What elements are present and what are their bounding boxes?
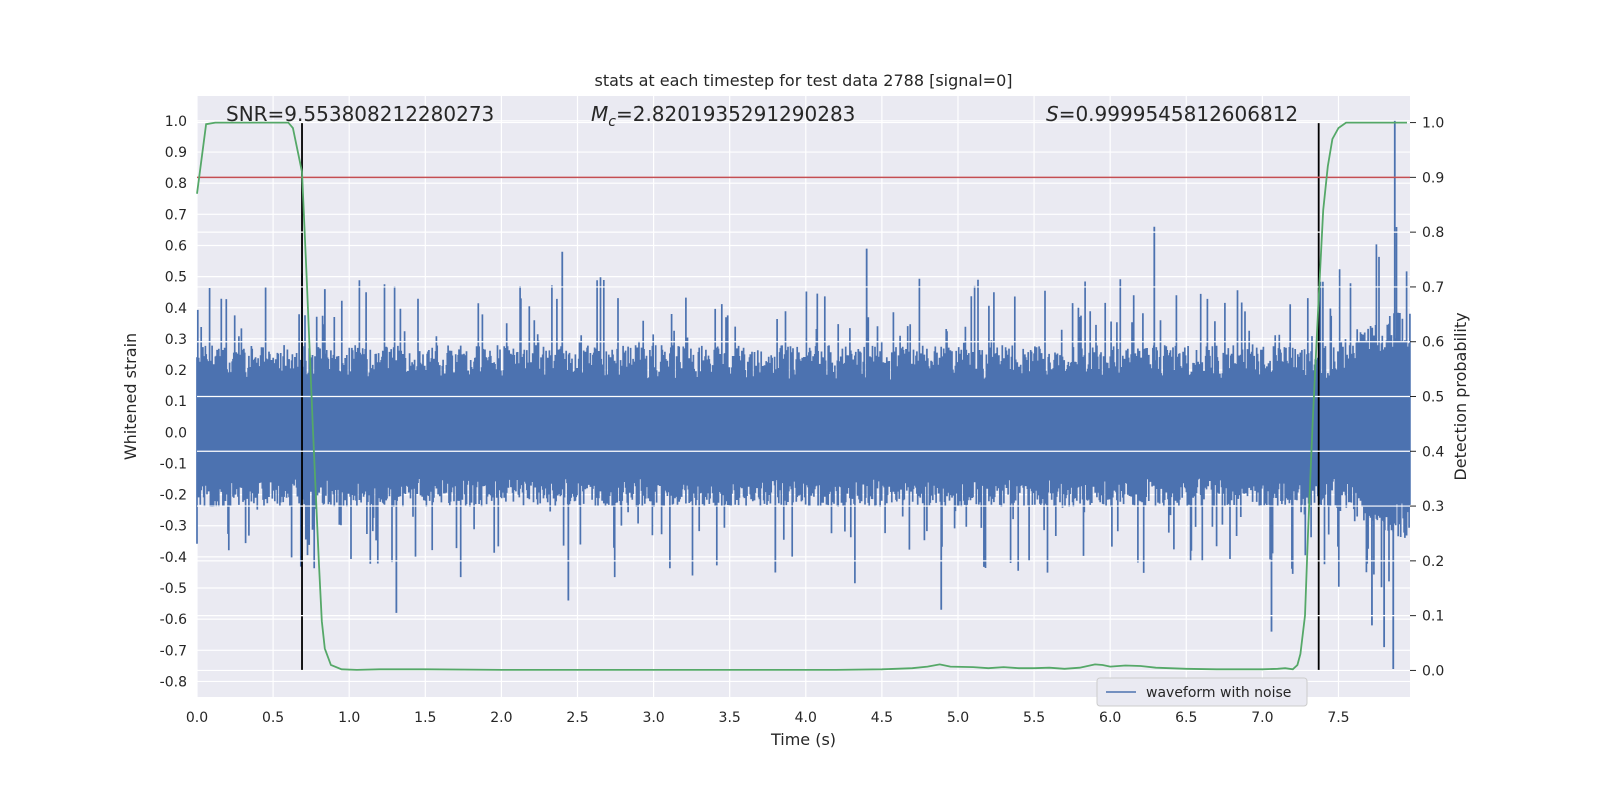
- x-tick-label: 4.0: [795, 710, 817, 726]
- detection-stat-symbol: S: [1046, 102, 1059, 126]
- y2-tick-label: 0.8: [1422, 225, 1444, 241]
- chirp-mass-subscript: c: [608, 114, 616, 130]
- detection-stat-annotation: S=0.9999545812606812: [1046, 102, 1298, 126]
- chirp-mass-symbol: M: [591, 102, 608, 126]
- y2-tick-label: 0.5: [1422, 390, 1444, 406]
- y2-tick-label: 0.9: [1422, 170, 1444, 186]
- x-tick-label: 0.0: [186, 710, 208, 726]
- threshold-line-group: [197, 121, 1410, 672]
- snr-annotation: SNR=9.553808212280273: [226, 102, 494, 126]
- y-tick-label: -0.8: [160, 674, 187, 690]
- y-tick-label: 0.9: [165, 145, 187, 161]
- x-tick-labels: 0.0 0.5 1.0 1.5 2.0 2.5 3.0 3.5 4.0 4.5 5.0 5.5 6.0 6…: [186, 710, 1350, 726]
- y-tick-label: 0.6: [165, 238, 187, 254]
- x-tick-label: 1.0: [338, 710, 360, 726]
- x-tick-label: 3.5: [719, 710, 741, 726]
- x-tick-label: 4.5: [871, 710, 893, 726]
- y-tick-label: -0.3: [160, 519, 187, 535]
- y-tick-label: -0.2: [160, 488, 187, 504]
- chirp-mass-annotation: Mc=2.8201935291290283: [591, 102, 855, 130]
- x-axis-label: Time (s): [770, 730, 836, 749]
- y-tick-label: -0.7: [160, 643, 187, 659]
- y2-tick-label: 0.1: [1422, 609, 1444, 625]
- detection-stat-value: =0.9999545812606812: [1059, 102, 1298, 126]
- x-tick-label: 7.5: [1327, 710, 1349, 726]
- y2-tick-label: 0.7: [1422, 280, 1444, 296]
- y2-tick-labels: 1.0 0.9 0.8 0.7 0.6 0.5 0.4 0.3 0.2 0.1 0.0: [1410, 116, 1444, 679]
- y-tick-labels: 1.0 0.9 0.8 0.7 0.6 0.5 0.4 0.3 0.2 0.1 0.0 -0.1 -0.…: [160, 114, 187, 691]
- x-tick-label: 5.5: [1023, 710, 1045, 726]
- y2-tick-label: 1.0: [1422, 116, 1444, 132]
- y-tick-label: 0.0: [165, 425, 187, 441]
- x-tick-label: 2.0: [490, 710, 512, 726]
- y2-axis-label: Detection probability: [1451, 312, 1470, 480]
- x-tick-label: 3.0: [642, 710, 664, 726]
- x-tick-label: 1.5: [414, 710, 436, 726]
- waveform-series: [196, 120, 1411, 669]
- y2-tick-label: 0.6: [1422, 335, 1444, 351]
- legend: waveform with noise: [1096, 677, 1308, 707]
- y-tick-label: 0.8: [165, 176, 187, 192]
- chirp-mass-value: =2.8201935291290283: [616, 102, 855, 126]
- y-tick-label: 0.5: [165, 270, 187, 286]
- y2-tick-label: 0.4: [1422, 444, 1444, 460]
- y-tick-label: -0.5: [160, 581, 187, 597]
- y2-tick-label: 0.0: [1422, 663, 1444, 679]
- y-tick-label: 0.1: [165, 394, 187, 410]
- y-tick-label: -0.1: [160, 456, 187, 472]
- x-tick-label: 0.5: [262, 710, 284, 726]
- x-tick-label: 5.0: [947, 710, 969, 726]
- probability-line: [196, 121, 1407, 671]
- waveform-core: [197, 401, 1410, 464]
- y-tick-label: -0.4: [160, 550, 187, 566]
- y-tick-label: 0.4: [165, 301, 187, 317]
- x-tick-label: 6.5: [1175, 710, 1197, 726]
- legend-label: waveform with noise: [1146, 685, 1291, 701]
- y2-tick-label: 0.3: [1422, 499, 1444, 515]
- y-tick-label: 1.0: [165, 114, 187, 130]
- y-axis-label: Whitened strain: [121, 333, 140, 460]
- x-tick-label: 2.5: [566, 710, 588, 726]
- probability-series: [196, 121, 1407, 671]
- y-tick-label: 0.3: [165, 332, 187, 348]
- y2-tick-label: 0.2: [1422, 554, 1444, 570]
- y-tick-label: 0.7: [165, 207, 187, 223]
- chart-title: stats at each timestep for test data 278…: [594, 71, 1012, 90]
- x-tick-label: 7.0: [1251, 710, 1273, 726]
- y-tick-label: -0.6: [160, 612, 187, 628]
- y-tick-label: 0.2: [165, 363, 187, 379]
- legend-box: [1096, 677, 1308, 707]
- x-tick-label: 6.0: [1099, 710, 1121, 726]
